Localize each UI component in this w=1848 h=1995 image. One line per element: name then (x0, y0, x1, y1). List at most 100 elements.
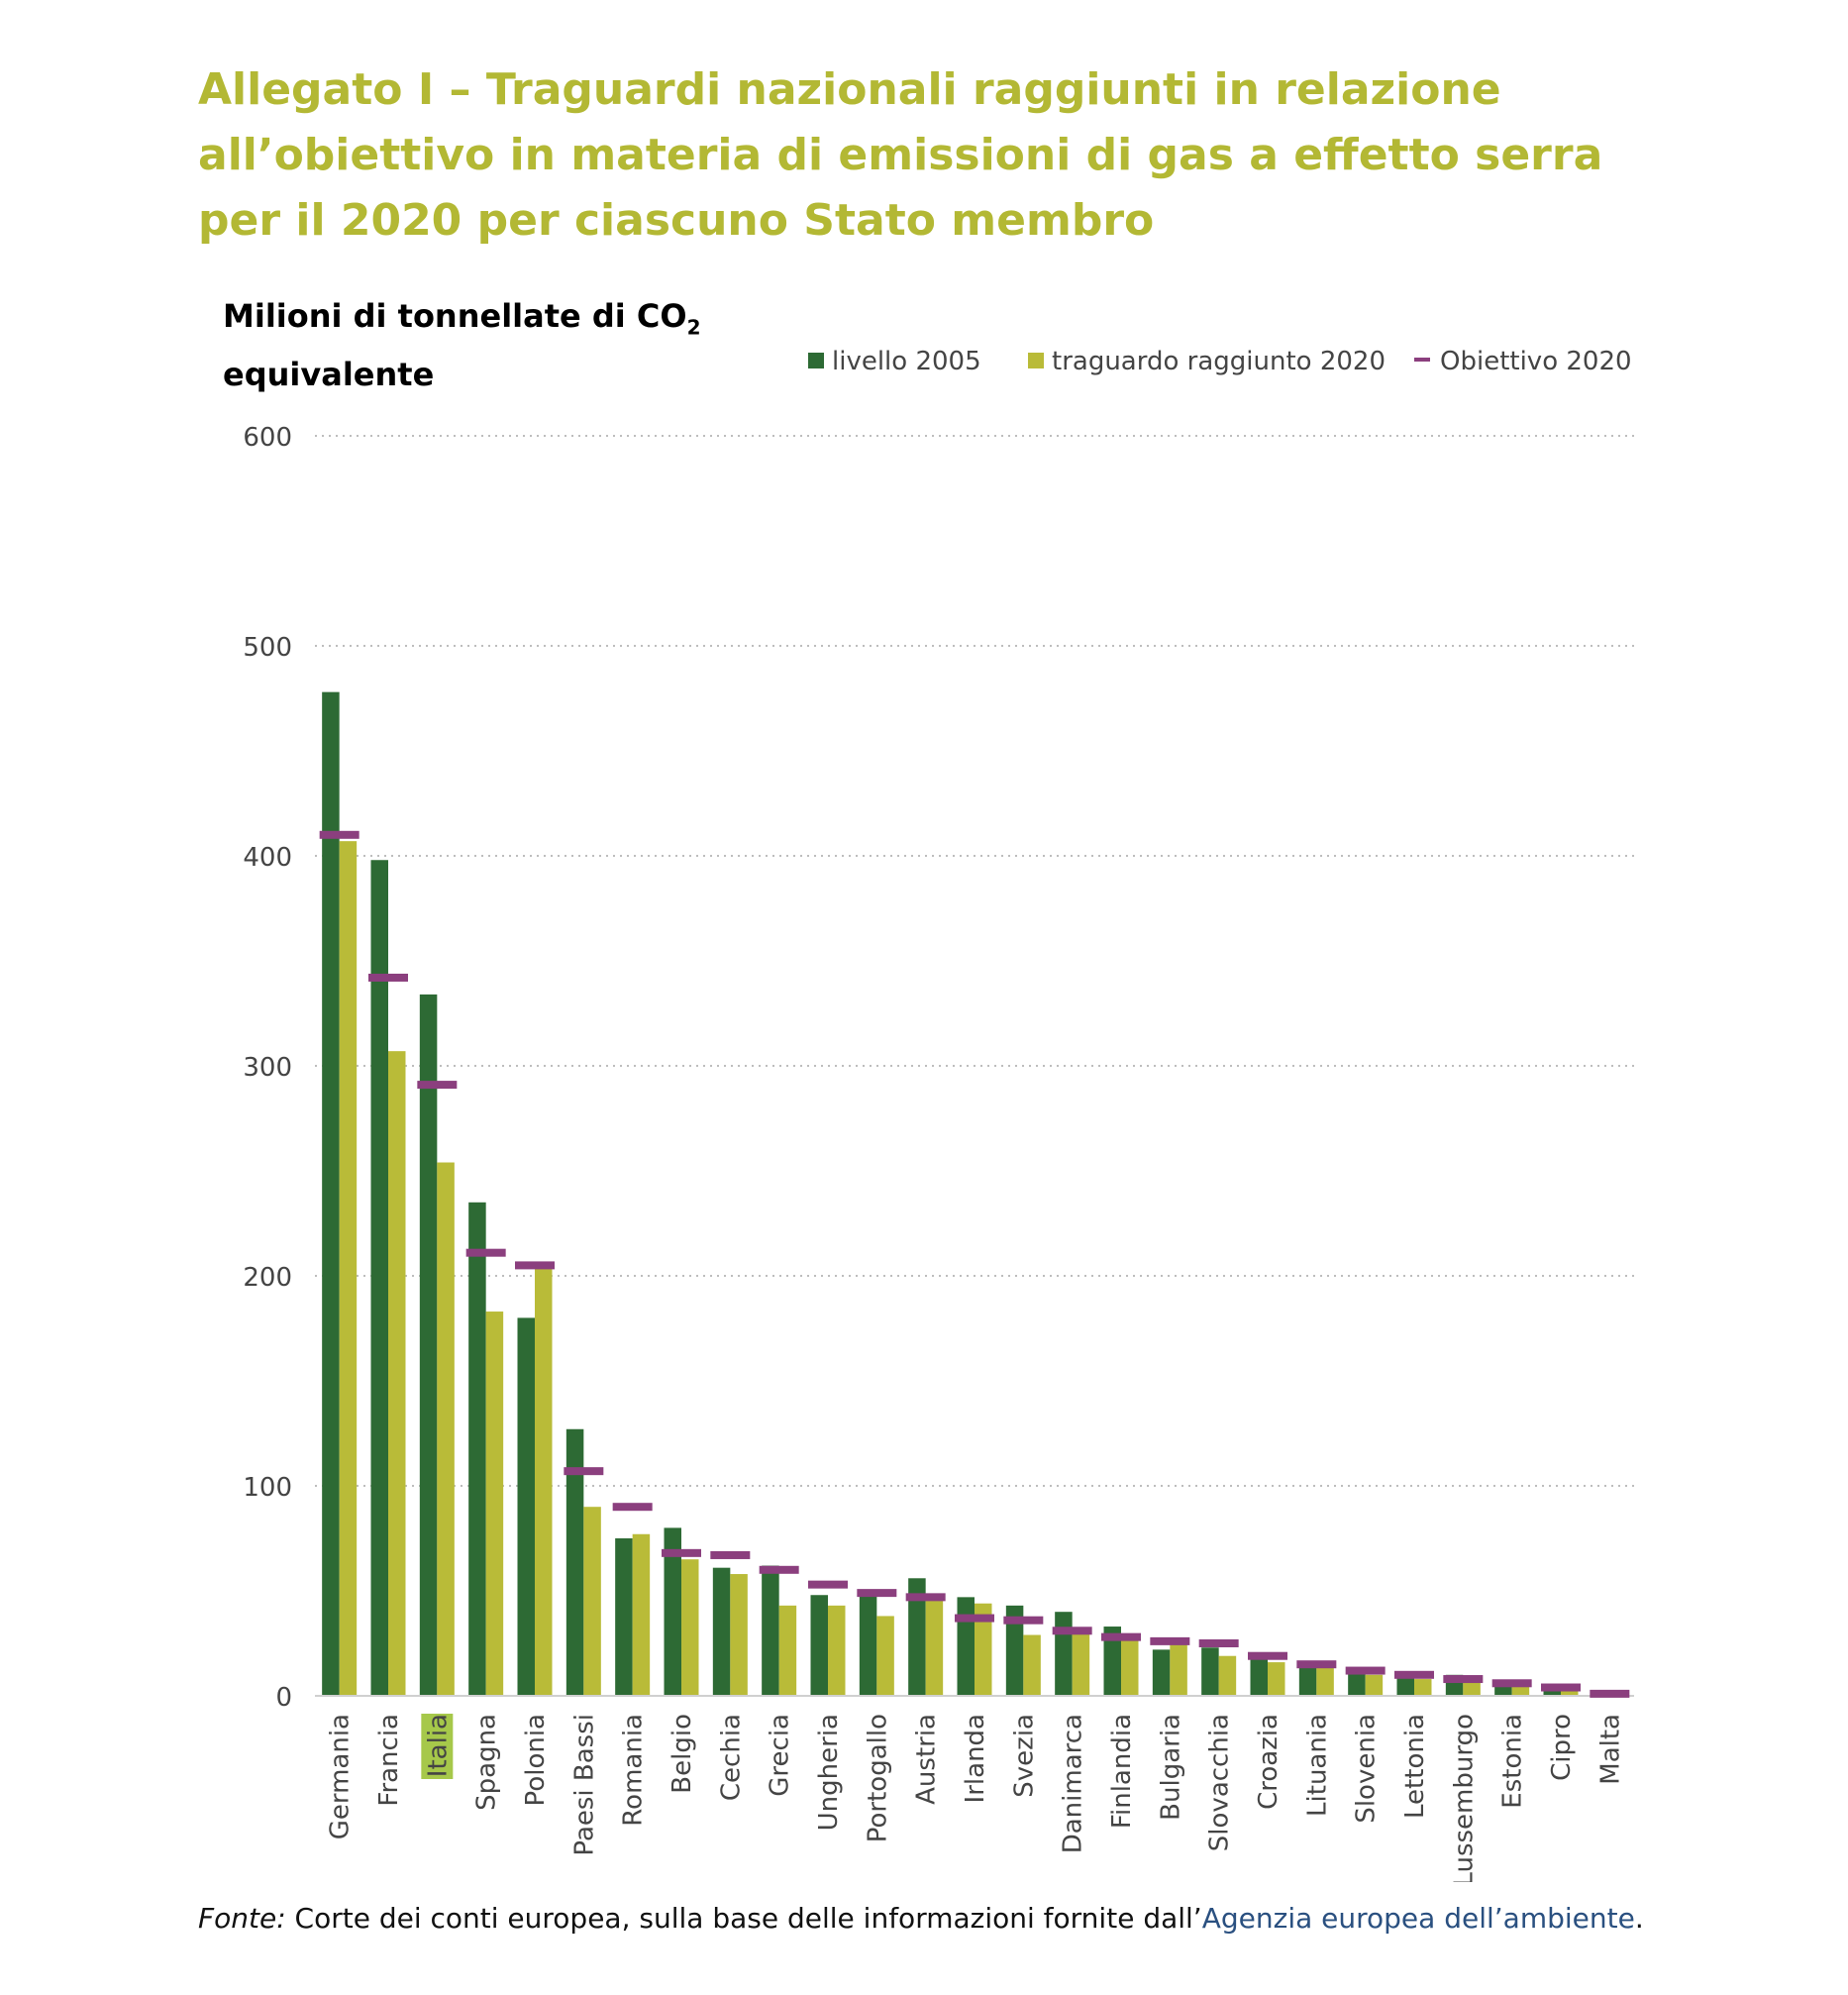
bar-level-2005 (1543, 1687, 1561, 1696)
marker-target-2020 (662, 1548, 701, 1557)
x-tick-label: Danimarca (1059, 1714, 1088, 1853)
bar-achieved-2020 (925, 1599, 944, 1696)
bar-level-2005 (1103, 1627, 1121, 1696)
bar-level-2005 (810, 1595, 828, 1696)
marker-target-2020 (515, 1261, 555, 1270)
x-tick-label: Germania (326, 1714, 356, 1839)
bar-level-2005 (1396, 1676, 1414, 1696)
x-tick-label: Polonia (521, 1714, 551, 1806)
x-tick-label: Ungheria (814, 1714, 844, 1831)
bar-level-2005 (762, 1565, 779, 1696)
y-tick-label: 300 (243, 1053, 292, 1083)
x-tick-label: Estonia (1498, 1714, 1528, 1809)
bar-achieved-2020 (1316, 1666, 1334, 1696)
legend-item-target-2020: Obiettivo 2020 (1414, 344, 1632, 379)
bar-level-2005 (370, 860, 388, 1696)
y-tick-label: 500 (243, 633, 292, 663)
x-tick-label: Cechia (716, 1714, 746, 1801)
x-tick-label: Lettonia (1400, 1714, 1430, 1819)
bar-achieved-2020 (1365, 1674, 1384, 1696)
y-tick-label: 0 (275, 1683, 292, 1713)
x-tick-label: Portogallo (863, 1714, 892, 1842)
bar-achieved-2020 (1268, 1662, 1285, 1696)
marker-target-2020 (1248, 1651, 1287, 1660)
x-tick-label: Malta (1595, 1714, 1625, 1785)
marker-target-2020 (857, 1589, 897, 1598)
y-tick-label: 200 (243, 1263, 292, 1293)
marker-target-2020 (1394, 1670, 1434, 1679)
bar-achieved-2020 (1121, 1638, 1139, 1696)
bar-achieved-2020 (437, 1162, 455, 1696)
marker-target-2020 (1443, 1675, 1484, 1684)
legend-label: Obiettivo 2020 (1440, 347, 1632, 376)
bar-level-2005 (1005, 1605, 1024, 1696)
marker-target-2020 (1345, 1666, 1386, 1675)
marker-target-2020 (759, 1565, 799, 1574)
legend-swatch-level-2005 (808, 353, 824, 368)
bar-achieved-2020 (1463, 1681, 1481, 1696)
bar-achieved-2020 (1218, 1655, 1237, 1696)
marker-target-2020 (1052, 1627, 1092, 1635)
marker-target-2020 (1541, 1683, 1581, 1692)
bar-level-2005 (1348, 1670, 1366, 1696)
legend-marker-target-2020 (1414, 358, 1430, 362)
x-tick-label: Cipro (1547, 1714, 1577, 1781)
title-line: per il 2020 per ciascuno Stato membro (198, 195, 1155, 246)
bar-achieved-2020 (876, 1616, 894, 1696)
source-text: Corte dei conti europea, sulla base dell… (285, 1902, 1202, 1935)
x-tick-label: Slovacchia (1205, 1714, 1235, 1851)
bar-achieved-2020 (1170, 1643, 1187, 1696)
bar-achieved-2020 (778, 1605, 797, 1696)
bar-achieved-2020 (1561, 1689, 1579, 1696)
marker-target-2020 (417, 1081, 458, 1090)
bar-achieved-2020 (485, 1312, 504, 1696)
source-end: . (1634, 1902, 1644, 1935)
bar-achieved-2020 (975, 1603, 992, 1696)
x-tick-label: Irlanda (961, 1714, 990, 1803)
marker-target-2020 (368, 973, 408, 982)
x-tick-label: Austria (912, 1714, 942, 1805)
marker-target-2020 (1296, 1660, 1337, 1669)
title-line: Allegato I – Traguardi nazionali raggiun… (198, 64, 1501, 115)
bar-achieved-2020 (730, 1574, 748, 1696)
bar-achieved-2020 (1414, 1679, 1432, 1696)
legend-item-achieved-2020: traguardo raggiunto 2020 (1028, 344, 1386, 379)
legend-label: livello 2005 (832, 347, 981, 376)
x-tick-label: Bulgaria (1156, 1714, 1185, 1821)
marker-target-2020 (612, 1503, 653, 1512)
bar-level-2005 (615, 1538, 633, 1696)
x-tick-label: Italia (423, 1714, 453, 1777)
bar-achieved-2020 (681, 1559, 699, 1696)
x-tick-label: Francia (374, 1714, 404, 1807)
title-line: all’obiettivo in materia di emissioni di… (198, 130, 1603, 180)
x-tick-label: Svezia (1009, 1714, 1039, 1798)
x-tick-label: Romania (619, 1714, 649, 1827)
bar-level-2005 (1055, 1612, 1073, 1696)
x-tick-label: Croazia (1254, 1714, 1283, 1810)
marker-target-2020 (1590, 1689, 1630, 1698)
x-tick-label: Slovenia (1352, 1714, 1382, 1824)
y-tick-label: 600 (243, 423, 292, 453)
y-axis-label: Milioni di tonnellate di CO2 equivalente (223, 292, 700, 398)
bar-level-2005 (1250, 1657, 1268, 1696)
marker-target-2020 (1150, 1636, 1190, 1645)
category-highlight (421, 1714, 454, 1779)
source-link[interactable]: Agenzia europea dell’ambiente (1201, 1902, 1635, 1935)
chart-title: Allegato I – Traguardi nazionali raggiun… (198, 57, 1604, 254)
bar-level-2005 (1298, 1666, 1317, 1696)
source-label: Fonte: (198, 1902, 286, 1935)
bar-achieved-2020 (339, 841, 358, 1696)
bar-achieved-2020 (535, 1267, 553, 1696)
marker-target-2020 (564, 1467, 604, 1476)
legend-item-level-2005: livello 2005 (808, 344, 981, 379)
y-tick-label: 400 (243, 843, 292, 873)
marker-target-2020 (1003, 1616, 1044, 1625)
bar-level-2005 (664, 1527, 681, 1696)
bar-achieved-2020 (583, 1507, 601, 1696)
bar-achieved-2020 (1511, 1685, 1530, 1696)
bar-achieved-2020 (1023, 1634, 1041, 1696)
bar-level-2005 (908, 1578, 926, 1696)
x-tick-label: Lussemburgo (1449, 1714, 1479, 1882)
x-tick-label: Lituania (1302, 1714, 1332, 1817)
marker-target-2020 (1198, 1639, 1239, 1647)
